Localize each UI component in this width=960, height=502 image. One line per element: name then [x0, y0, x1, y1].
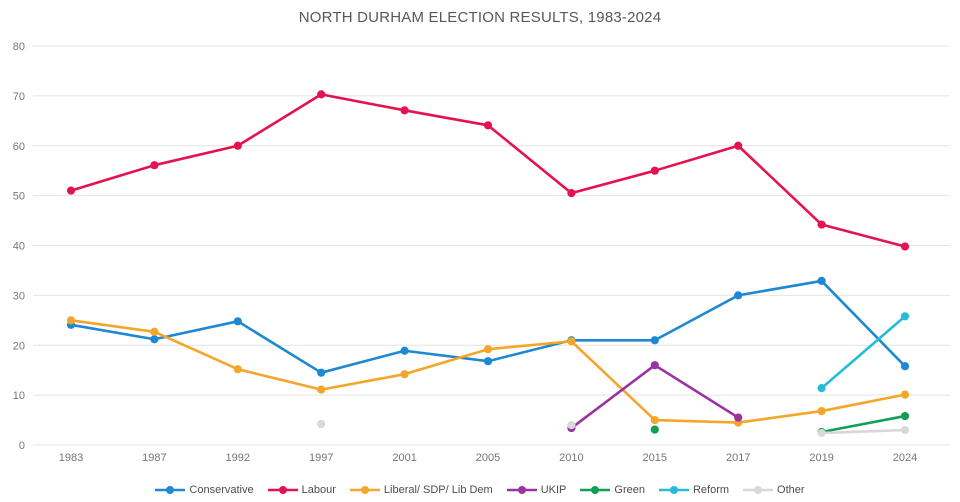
data-point-reform-2019: [817, 384, 826, 393]
data-point-other-2010: [567, 420, 576, 430]
legend-label: Green: [614, 484, 645, 496]
data-point-labour-2001: [400, 106, 409, 115]
legend-marker-liberal-sdp-lib-dem-icon: [349, 486, 380, 494]
data-point-liberal-sdp-lib-dem-2015: [650, 415, 659, 425]
legend-item-green: Green: [580, 484, 645, 496]
series-line-other: [820, 428, 907, 435]
data-point-labour-1987: [150, 161, 159, 170]
y-axis-tick-label-40: 40: [13, 241, 25, 253]
data-point-conservative-2005: [483, 357, 493, 366]
legend-marker-other-icon: [743, 486, 774, 494]
y-axis-tick-label-80: 80: [13, 41, 25, 53]
series-line-labour: [69, 93, 907, 248]
data-point-ukip-2017: [734, 413, 743, 422]
data-point-labour-2010: [567, 189, 576, 198]
y-axis-tick-label-30: 30: [13, 290, 25, 302]
legend-label: Labour: [301, 484, 336, 496]
data-point-other-1997: [317, 419, 326, 429]
chart-title: NORTH DURHAM ELECTION RESULTS, 1983-2024: [298, 9, 662, 26]
series-line-green: [820, 414, 907, 434]
data-point-liberal-sdp-lib-dem-1987: [150, 327, 159, 336]
data-point-labour-2017: [734, 141, 743, 150]
data-point-ukip-2015: [650, 361, 659, 370]
legend-item-labour: Labour: [267, 484, 336, 496]
x-axis-tick-label-2017: 2017: [726, 452, 750, 464]
y-axis-tick-label-10: 10: [13, 390, 25, 402]
legend-item-ukip: UKIP: [506, 484, 567, 496]
x-axis-tick-label-1992: 1992: [226, 452, 250, 464]
x-axis-tick-label-1987: 1987: [142, 452, 166, 464]
legend-marker-ukip-icon: [506, 486, 537, 494]
data-point-labour-2005: [483, 121, 493, 130]
data-point-conservative-1987: [150, 335, 159, 344]
chart-legend: Conservative Labour Liberal/ SDP/ Lib Dem U…: [0, 484, 960, 496]
legend-label: UKIP: [540, 484, 567, 496]
y-axis-tick-label-60: 60: [13, 141, 25, 153]
x-axis-tick-label-2010: 2010: [559, 452, 583, 464]
y-axis-tick-label-20: 20: [13, 340, 25, 352]
series-line-reform: [820, 315, 907, 390]
y-axis-tick-label-50: 50: [13, 191, 25, 203]
y-axis-tick-label-0: 0: [19, 440, 25, 452]
data-point-conservative-2017: [734, 291, 743, 300]
legend-item-reform: Reform: [658, 484, 730, 496]
data-point-liberal-sdp-lib-dem-2024: [900, 390, 910, 399]
data-point-liberal-sdp-lib-dem-1992: [233, 365, 242, 374]
x-axis-tick-label-2024: 2024: [893, 452, 917, 464]
data-point-conservative-2001: [400, 346, 409, 355]
data-point-labour-2015: [650, 166, 659, 175]
legend-marker-labour-icon: [267, 486, 298, 494]
legend-item-liberal-sdp-lib-dem: Liberal/ SDP/ Lib Dem: [349, 484, 493, 496]
legend-label: Conservative: [189, 484, 254, 496]
data-point-green-2024: [900, 411, 910, 421]
legend-label: Reform: [692, 484, 730, 496]
data-point-other-2019: [817, 428, 826, 438]
x-axis-tick-label-1983: 1983: [59, 452, 83, 464]
data-point-reform-2024: [900, 312, 910, 321]
data-point-liberal-sdp-lib-dem-1997: [317, 385, 326, 394]
legend-marker-conservative-icon: [155, 486, 186, 494]
data-point-conservative-2015: [650, 336, 659, 345]
data-point-liberal-sdp-lib-dem-1983: [66, 316, 76, 325]
x-axis-tick-label-1997: 1997: [309, 452, 333, 464]
data-point-liberal-sdp-lib-dem-2010: [567, 337, 576, 346]
data-point-labour-2024: [900, 242, 910, 251]
legend-label: Other: [777, 484, 805, 496]
x-axis-tick-label-2001: 2001: [392, 452, 416, 464]
legend-item-conservative: Conservative: [155, 484, 254, 496]
legend-marker-green-icon: [580, 486, 611, 494]
legend-item-other: Other: [743, 484, 805, 496]
data-point-green-2015: [650, 425, 659, 434]
data-point-liberal-sdp-lib-dem-2001: [400, 370, 409, 379]
x-axis-tick-label-2015: 2015: [643, 452, 667, 464]
data-point-conservative-1992: [233, 317, 242, 326]
data-point-labour-2019: [817, 220, 826, 229]
x-axis-tick-label-2019: 2019: [809, 452, 833, 464]
data-point-conservative-1997: [317, 368, 326, 377]
series-line-liberal-sdp-lib-dem: [69, 319, 907, 424]
data-point-liberal-sdp-lib-dem-2019: [817, 406, 826, 416]
legend-marker-reform-icon: [658, 486, 689, 494]
data-point-labour-1983: [66, 186, 76, 195]
data-point-conservative-2019: [817, 276, 826, 286]
data-point-labour-1997: [317, 90, 326, 99]
data-point-liberal-sdp-lib-dem-2005: [483, 345, 493, 354]
data-point-other-2024: [900, 425, 910, 435]
data-point-labour-1992: [233, 141, 242, 150]
data-point-conservative-2024: [900, 362, 910, 371]
y-axis-tick-label-70: 70: [13, 91, 25, 103]
x-axis-tick-label-2005: 2005: [476, 452, 500, 464]
legend-label: Liberal/ SDP/ Lib Dem: [383, 484, 493, 496]
